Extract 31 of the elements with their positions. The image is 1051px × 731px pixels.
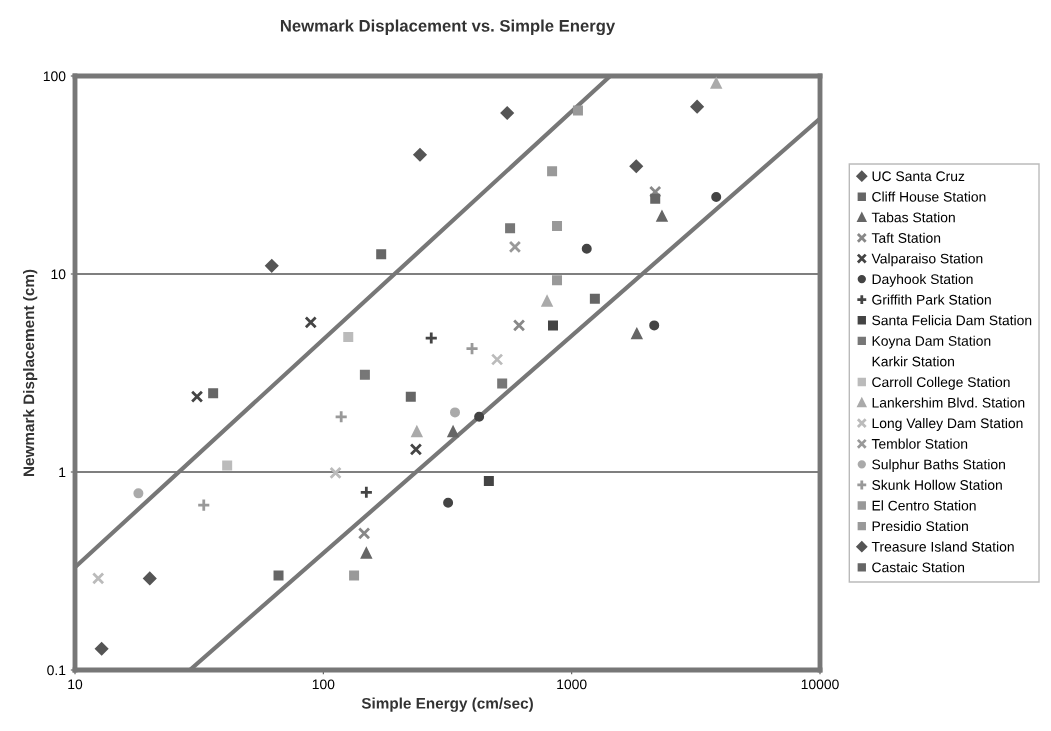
x-tick-label: 10000 xyxy=(801,679,839,690)
legend-label: El Centro Station xyxy=(872,500,976,511)
x-tick-label: 1000 xyxy=(557,679,587,690)
legend-label: Taft Station xyxy=(871,232,941,243)
y-tick-label: 10 xyxy=(51,269,66,280)
x-tick-label: 10 xyxy=(68,679,83,690)
legend-label: Koyna Dam Station xyxy=(872,335,991,349)
legend-label: Sulphur Baths Station xyxy=(872,459,1005,473)
x-tick-label: 100 xyxy=(312,679,335,690)
legend-label: Treasure Island Station xyxy=(871,541,1014,552)
legend-label: Cliff House Station xyxy=(872,191,986,202)
legend-label: Presidio Station xyxy=(872,520,968,532)
text: Karkir Station xyxy=(872,356,954,367)
y-tick-label: 0.1 xyxy=(47,665,66,676)
legend-label: Castaic Station xyxy=(872,562,965,573)
legend-label: Lankershim Blvd. Station xyxy=(872,397,1025,408)
y-axis-title: Newmark Displacement (cm) xyxy=(23,269,38,476)
y-tick-label: 100 xyxy=(43,71,66,82)
legend-label: Dayhook Station xyxy=(872,273,973,287)
legend-label: Santa Felicia Dam Station xyxy=(872,315,1032,326)
legend-label: UC Santa Cruz xyxy=(872,171,965,182)
y-tick-label: 1 xyxy=(59,467,66,478)
chart-title: Newmark Displacement vs. Simple Energy xyxy=(280,19,616,36)
legend-label: Valparaiso Station xyxy=(871,253,983,267)
legend-label: Long Valley Dam Station xyxy=(872,417,1023,431)
legend-label: Griffith Park Station xyxy=(872,294,991,305)
legend-label: Skunk Hollow Station xyxy=(872,479,1002,490)
legend-label: Temblor Station xyxy=(871,438,968,449)
legend-label: Carroll College Station xyxy=(872,376,1010,390)
legend-label: Tabas Station xyxy=(871,212,955,223)
x-axis-title: Simple Energy (cm/sec) xyxy=(361,697,533,712)
